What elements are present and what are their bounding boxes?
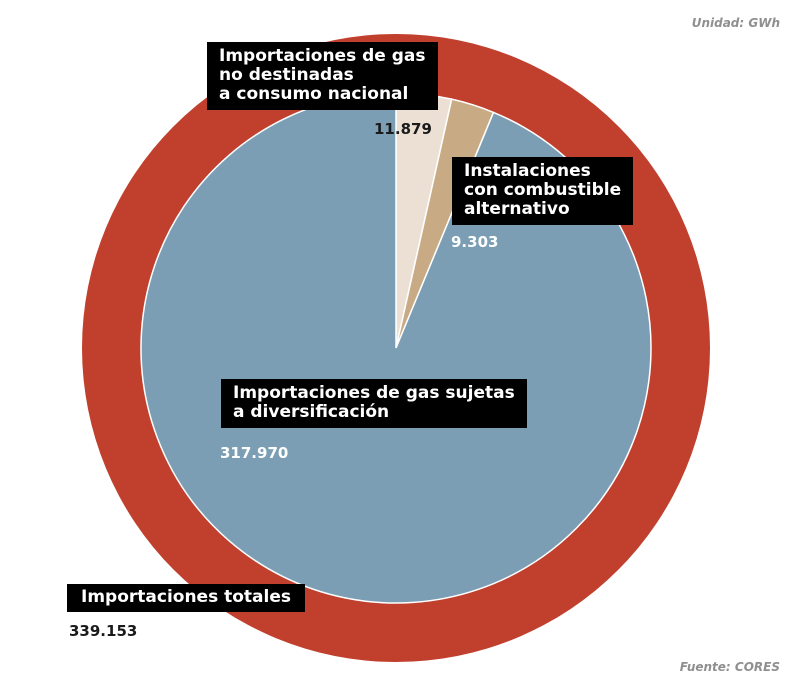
label-line: Importaciones totales <box>81 587 292 607</box>
label-alternative-fuel: Instalaciones con combustible alternativ… <box>452 157 634 225</box>
label-line: Importaciones de gas <box>219 46 426 66</box>
label-non-domestic-imports: Importaciones de gas no destinadas a con… <box>207 42 438 110</box>
unit-note: Unidad: GWh <box>691 16 780 30</box>
value-alternative-fuel: 9.303 <box>451 233 499 251</box>
label-line: con combustible <box>464 180 622 200</box>
source-note: Fuente: CORES <box>679 660 780 674</box>
value-non-domestic-imports: 11.879 <box>374 120 432 138</box>
label-line: Instalaciones <box>464 161 591 181</box>
value-total-imports: 339.153 <box>69 622 138 640</box>
label-line: a consumo nacional <box>219 84 409 104</box>
label-line: Importaciones de gas sujetas <box>233 383 515 403</box>
label-line: alternativo <box>464 199 570 219</box>
label-diversification-imports: Importaciones de gas sujetas a diversifi… <box>221 379 527 428</box>
label-total-imports: Importaciones totales <box>67 584 306 612</box>
label-line: a diversificación <box>233 402 390 422</box>
label-line: no destinadas <box>219 65 354 85</box>
value-diversification-imports: 317.970 <box>220 444 289 462</box>
